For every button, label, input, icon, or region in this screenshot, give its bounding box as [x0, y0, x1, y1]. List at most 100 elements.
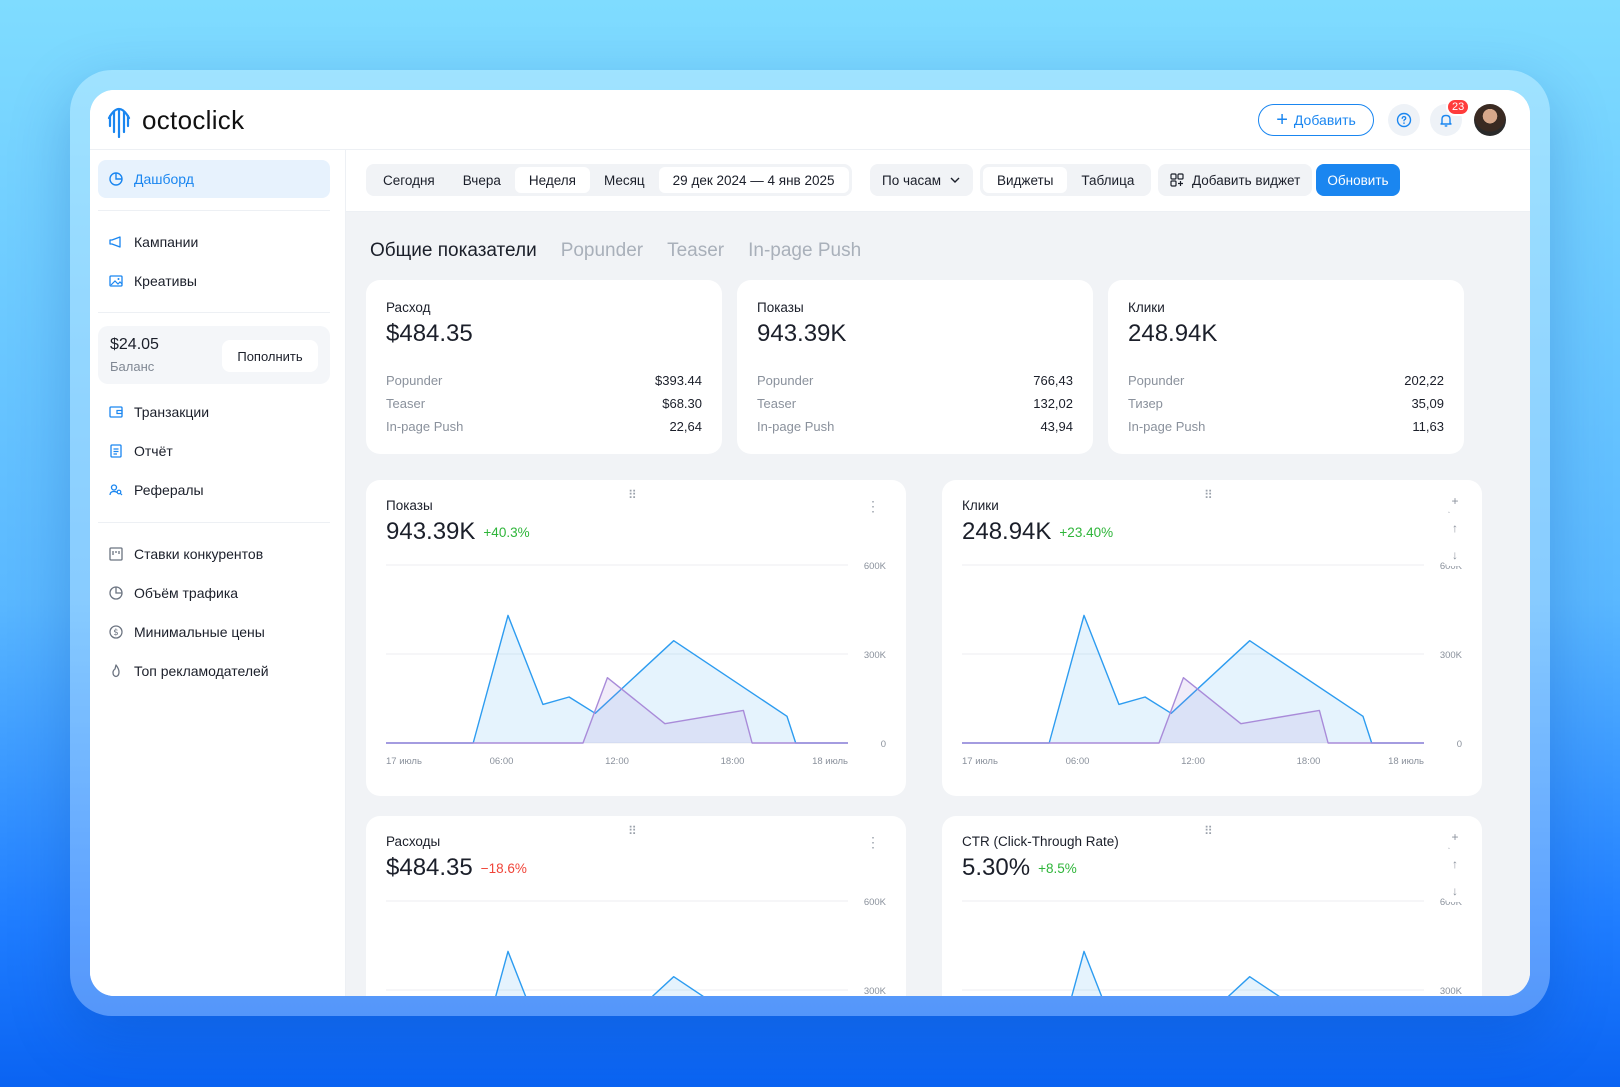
- octopus-logo-icon: [107, 107, 131, 138]
- stat-row-key: In-page Push: [386, 419, 464, 434]
- y-tick-label: 300K: [864, 650, 887, 661]
- stat-label: Показы: [757, 300, 804, 315]
- drag-handle-icon[interactable]: ⠿: [1204, 824, 1214, 838]
- stat-row: Teaser 132,02: [757, 396, 1073, 411]
- stat-row-key: Popunder: [757, 373, 814, 388]
- sidebar-item-label: Объём трафика: [134, 585, 239, 601]
- period-yesterday[interactable]: Вчера: [462, 172, 501, 188]
- sidebar-item-dashboard[interactable]: Дашборд: [98, 160, 330, 198]
- view-table[interactable]: Таблица: [1081, 172, 1135, 188]
- stat-row-value: 43,94: [1040, 419, 1073, 434]
- drag-handle-icon[interactable]: ⠿: [1204, 488, 1214, 502]
- chart-card-clicks: 600K 300K 0 17 июль 06:00 12:00 18:00 18 июль ⠿…: [942, 480, 1482, 796]
- stat-row-key: Popunder: [386, 373, 443, 388]
- add-button[interactable]: + Добавить: [1258, 104, 1374, 136]
- add-row-icon[interactable]: +: [1444, 490, 1466, 512]
- chart-label: Показы: [386, 498, 433, 513]
- chart-delta: +8.5%: [1038, 861, 1077, 877]
- sidebar-item-report[interactable]: Отчёт: [98, 432, 330, 470]
- tab-popunder[interactable]: Popunder: [560, 240, 644, 261]
- toolbar: Сегодня Вчера Неделя Месяц 29 дек 2024 —…: [346, 150, 1530, 212]
- sidebar-item-min-prices[interactable]: $ Минимальные цены: [98, 613, 330, 651]
- series-line-2: [386, 677, 848, 744]
- flame-icon: [112, 664, 120, 678]
- series-area-2: [962, 677, 1424, 743]
- svg-text:$: $: [113, 628, 118, 638]
- tab-overview[interactable]: Общие показатели: [370, 240, 537, 261]
- top-bar: octoclick + Добавить 23: [90, 90, 1530, 150]
- arrow-up-icon[interactable]: ↑: [1444, 517, 1466, 539]
- main-content: Сегодня Вчера Неделя Месяц 29 дек 2024 —…: [346, 150, 1530, 996]
- stat-label: Клики: [1128, 300, 1165, 315]
- stat-row: Popunder $393.44: [386, 373, 702, 388]
- drag-handle-icon[interactable]: ⠿: [628, 488, 638, 502]
- more-vertical-icon[interactable]: ⋮: [866, 834, 880, 850]
- x-tick-label: 18:00: [1297, 756, 1321, 767]
- sidebar-item-transactions[interactable]: Транзакции: [98, 393, 330, 431]
- arrow-up-icon[interactable]: ↑: [1444, 853, 1466, 875]
- x-tick-label: 17 июль: [386, 756, 422, 767]
- topup-button[interactable]: Пополнить: [222, 340, 318, 372]
- sidebar-item-referrals[interactable]: Рефералы: [98, 471, 330, 509]
- stat-row-key: Popunder: [1128, 373, 1185, 388]
- sidebar-item-traffic-volume[interactable]: Объём трафика: [98, 574, 330, 612]
- y-tick-label: 0: [1457, 739, 1462, 750]
- view-widgets[interactable]: Виджеты: [983, 167, 1068, 193]
- x-tick-label: 12:00: [1181, 756, 1205, 767]
- y-tick-label: 600K: [864, 897, 887, 908]
- series-area-1: [386, 615, 848, 743]
- arrow-down-icon[interactable]: ↓: [1444, 880, 1466, 902]
- tab-teaser[interactable]: Teaser: [667, 240, 725, 261]
- chart-value-text: 943.39K: [386, 518, 476, 545]
- chart-delta: +23.40%: [1059, 525, 1114, 541]
- stat-row-key: In-page Push: [757, 419, 835, 434]
- x-tick-label: 06:00: [490, 756, 514, 767]
- add-row-icon[interactable]: +: [1444, 826, 1466, 848]
- avatar[interactable]: [1474, 104, 1506, 136]
- help-button[interactable]: [1388, 104, 1420, 136]
- drag-handle-icon[interactable]: ⠿: [628, 824, 638, 838]
- y-tick-label: 600K: [864, 561, 887, 572]
- y-tick-label: 300K: [1440, 986, 1463, 996]
- sidebar-item-label: Кампании: [134, 234, 199, 250]
- chart-value: $484.35 −18.6%: [386, 854, 527, 882]
- document-icon: [110, 444, 122, 458]
- granularity-dropdown[interactable]: По часам: [870, 164, 974, 196]
- series-line-1: [1071, 950, 1280, 996]
- period-week[interactable]: Неделя: [514, 167, 590, 193]
- wallet-icon: [109, 406, 123, 418]
- sidebar-item-label: Транзакции: [134, 404, 210, 420]
- sidebar-item-competitor-bids[interactable]: Ставки конкурентов: [98, 535, 330, 573]
- series-area-1: [495, 951, 703, 996]
- x-tick-label: 18 июль: [812, 756, 848, 767]
- add-widget-button[interactable]: Добавить виджет: [1158, 164, 1313, 196]
- x-tick-label: 18 июль: [1388, 756, 1424, 767]
- sidebar-item-label: Дашборд: [134, 171, 194, 187]
- arrow-down-icon[interactable]: ↓: [1444, 544, 1466, 566]
- stat-row-value: $68.30: [662, 396, 702, 411]
- logo[interactable]: octoclick: [106, 102, 244, 138]
- period-today[interactable]: Сегодня: [383, 172, 435, 188]
- series-area-1: [962, 615, 1424, 743]
- period-month[interactable]: Месяц: [603, 172, 645, 188]
- date-range-picker[interactable]: 29 дек 2024 — 4 янв 2025: [658, 167, 849, 193]
- tab-inpage-push[interactable]: In-page Push: [748, 240, 862, 261]
- y-tick-label: 600K: [1440, 897, 1463, 908]
- sidebar-item-creatives[interactable]: Креативы: [98, 262, 330, 300]
- pie-chart-icon: [109, 586, 123, 600]
- chart-label: CTR (Click-Through Rate): [962, 834, 1119, 849]
- more-vertical-icon[interactable]: ⋮: [866, 498, 880, 514]
- sidebar-item-label: Рефералы: [134, 482, 204, 498]
- stat-row-value: 766,43: [1033, 373, 1073, 388]
- refresh-button[interactable]: Обновить: [1316, 164, 1400, 196]
- megaphone-icon: [109, 236, 121, 248]
- y-tick-label: 600K: [1440, 561, 1463, 572]
- add-widget-label: Добавить виджет: [1192, 172, 1301, 188]
- grid-plus-icon: [1170, 173, 1184, 187]
- granularity-value: По часам: [882, 172, 942, 188]
- stat-row-value: 22,64: [669, 419, 702, 434]
- sidebar-item-campaigns[interactable]: Кампании: [98, 223, 330, 261]
- sidebar-item-label: Креативы: [134, 273, 197, 289]
- sidebar-item-top-advertisers[interactable]: Топ рекламодателей: [98, 652, 330, 690]
